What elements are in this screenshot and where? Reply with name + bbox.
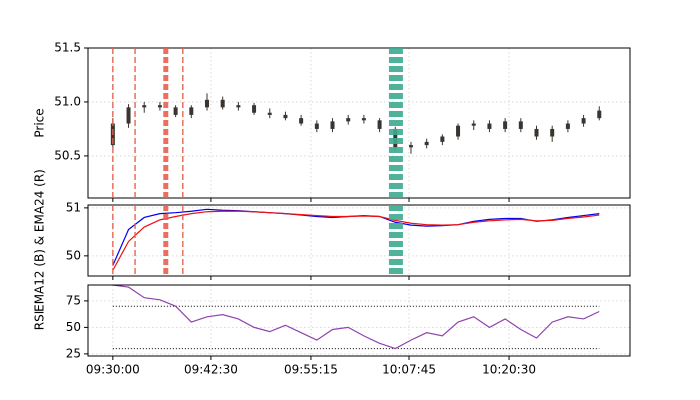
- candle-body: [597, 110, 602, 119]
- candle-body: [189, 107, 194, 115]
- candle-body: [361, 118, 366, 121]
- plot-area: [88, 285, 630, 356]
- y-tick-label: 51: [66, 200, 81, 214]
- line-series: [112, 210, 600, 271]
- candle-body: [126, 107, 131, 124]
- candle-body: [220, 99, 225, 108]
- candle-body: [471, 123, 476, 126]
- candle-body: [408, 145, 413, 148]
- candle-body: [550, 128, 555, 137]
- plot-area: [88, 48, 630, 198]
- candle-body: [236, 105, 241, 108]
- plot-area: [88, 205, 630, 276]
- candle-body: [157, 105, 162, 108]
- candle-body: [503, 121, 508, 129]
- x-tick-label: 09:55:15: [284, 363, 338, 377]
- candle-body: [173, 107, 178, 115]
- y-tick-label: 25: [66, 346, 81, 360]
- x-tick-label: 09:30:00: [86, 363, 140, 377]
- candle-body: [283, 114, 288, 119]
- candle-body: [267, 112, 272, 115]
- candle-body: [314, 123, 319, 129]
- axes-frame: [87, 204, 631, 277]
- candle-body: [456, 125, 461, 137]
- panel: 50 51 EMA12 (B) & EMA24 (R): [33, 169, 631, 312]
- candle-body: [330, 121, 335, 129]
- y-tick-label: 51.0: [54, 94, 81, 108]
- candle-body: [299, 118, 304, 124]
- y-tick-label: 50.5: [54, 148, 81, 162]
- line-series: [112, 284, 600, 350]
- candle-body: [518, 121, 523, 129]
- x-tick-label: 09:42:30: [184, 363, 238, 377]
- candle-body: [142, 105, 147, 108]
- candle-body: [534, 128, 539, 137]
- axes-frame: [87, 47, 631, 199]
- candle-body: [346, 118, 351, 122]
- candle-body: [440, 136, 445, 142]
- axes-frame: [87, 284, 631, 357]
- candle-body: [581, 118, 586, 124]
- candle-body: [377, 120, 382, 129]
- panel: 50.5 51.0 51.5 Price: [33, 41, 631, 202]
- y-axis-label: RSI: [33, 311, 47, 331]
- candle-body: [204, 99, 209, 108]
- candle-body: [487, 123, 492, 129]
- y-axis-label: Price: [33, 108, 47, 137]
- y-tick-label: 75: [66, 293, 81, 307]
- candle-body: [565, 123, 570, 129]
- x-tick-label: 10:07:45: [382, 363, 436, 377]
- x-tick-label: 10:20:30: [482, 363, 536, 377]
- y-tick-label: 50: [66, 320, 81, 334]
- y-tick-label: 50: [66, 248, 81, 262]
- y-tick-label: 51.5: [54, 41, 81, 55]
- panel: 25 50 75 09:30:00 09:42:30 09:55:15 10:07:45 10…: [33, 284, 631, 377]
- y-axis-label: EMA12 (B) & EMA24 (R): [33, 169, 47, 312]
- candle-body: [252, 105, 257, 113]
- candle-body: [424, 141, 429, 146]
